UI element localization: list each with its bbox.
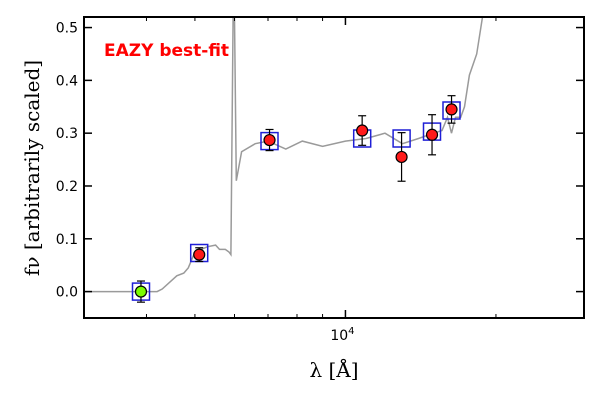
- y-tick-label: 0.4: [56, 73, 78, 89]
- y-tick-label: 0.3: [56, 126, 78, 142]
- y-axis-label: fν [arbitrarily scaled]: [20, 60, 44, 276]
- y-tick-label: 0.5: [56, 21, 78, 37]
- observed-flux-point: [263, 133, 276, 147]
- plot-frame: [83, 16, 585, 319]
- model-box-layer: [131, 101, 461, 301]
- y-tick-label: 0.1: [56, 232, 78, 248]
- observed-flux-point: [425, 128, 439, 141]
- observed-flux-point: [395, 150, 408, 164]
- observed-flux-point: [356, 124, 369, 137]
- y-tick-label: 0.2: [56, 179, 78, 195]
- observed-flux-point: [193, 248, 206, 261]
- observed-nondetection-point: [134, 285, 148, 298]
- tick-layer: 0.0 0.1 0.2 0.3 0.4 0.5 104: [56, 17, 585, 344]
- y-tick-label: 0.0: [56, 285, 78, 301]
- x-axis-label: λ [Å]: [309, 357, 358, 382]
- observed-flux-point: [445, 103, 458, 116]
- marker-layer: [134, 103, 458, 298]
- annotation-eazy-best-fit: EAZY best-fit: [104, 41, 229, 61]
- x-tick-label: 104: [330, 326, 354, 344]
